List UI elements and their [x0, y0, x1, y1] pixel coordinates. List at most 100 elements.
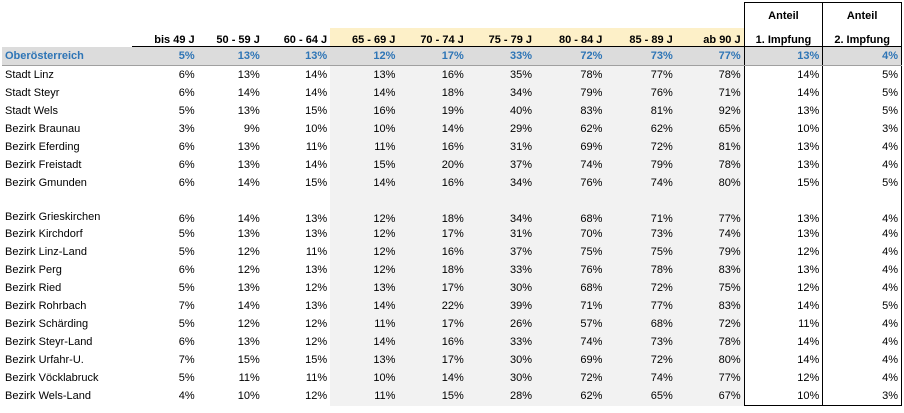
value-cell: 13% [305, 228, 328, 240]
value-cell: 79% [535, 84, 606, 102]
value-cell: 18% [398, 261, 467, 279]
region-name: Stadt Wels [5, 105, 58, 117]
value-cell: 74% [535, 156, 606, 174]
second-dose-value: 3% [822, 387, 902, 406]
value-cell: 5% [178, 246, 195, 258]
value-cell: 72% [605, 351, 676, 369]
value-cell: 33% [466, 261, 536, 279]
value-cell: 68% [535, 279, 606, 297]
value-cell: 5% [178, 282, 195, 294]
value-cell: 37% [466, 156, 536, 174]
value-cell: 81% [605, 102, 676, 120]
value-cell: 17% [398, 46, 467, 66]
second-dose-value: 4% [822, 138, 902, 156]
value-cell: 3% [178, 123, 195, 135]
table-row: Bezirk Steyr-Land 6% 13% 12% 14% 16% 33% 74% 73%… [2, 333, 902, 351]
value-cell: 7% [178, 354, 195, 366]
value-cell: 62% [605, 120, 676, 138]
value-cell: 73% [605, 46, 676, 66]
region-name: Bezirk Freistadt [5, 159, 82, 171]
age-group-header: 80 - 84 J [535, 28, 606, 47]
value-cell: 74% [535, 333, 606, 351]
second-dose-value: 5% [822, 102, 902, 120]
value-cell: 26% [466, 315, 536, 333]
table-row: Bezirk Eferding 6% 13% 11% 11% 16% 31% 69% 72% 81… [2, 138, 902, 156]
value-cell: 74% [605, 369, 676, 387]
table-row: Stadt Linz 6% 13% 14% 13% 16% 35% 78% 77% 78% 14% 5… [2, 65, 902, 84]
age-group-header: 50 - 59 J [197, 28, 263, 47]
value-cell: 79% [605, 156, 676, 174]
value-cell: 6% [178, 336, 195, 348]
second-dose-value: 4% [822, 351, 902, 369]
first-dose-value: 13% [743, 192, 824, 225]
value-cell: 78% [675, 156, 745, 174]
first-dose-value: 13% [743, 261, 824, 279]
anteil-header-first: Anteil [743, 2, 824, 28]
table-row: Bezirk Schärding 5% 12% 12% 11% 17% 26% 57% 68% 7… [2, 315, 902, 333]
value-cell: 13% [237, 282, 260, 294]
first-dose-value: 14% [743, 297, 824, 315]
region-name: Stadt Linz [5, 69, 54, 81]
value-cell: 76% [535, 174, 606, 192]
value-cell: 11% [238, 372, 260, 384]
value-cell: 76% [535, 261, 606, 279]
value-cell: 12% [330, 46, 399, 66]
second-dose-value: 4% [822, 156, 902, 174]
value-cell: 34% [466, 192, 536, 225]
value-cell: 69% [535, 351, 606, 369]
value-cell: 71% [535, 297, 606, 315]
value-cell: 29% [466, 120, 536, 138]
value-cell: 80% [675, 174, 745, 192]
value-cell: 74% [675, 225, 745, 243]
first-dose-value: 11% [743, 315, 824, 333]
value-cell: 76% [605, 84, 676, 102]
table-row: Stadt Steyr 6% 14% 14% 14% 18% 34% 79% 76% 71% 14%… [2, 84, 902, 102]
first-dose-value: 10% [743, 120, 824, 138]
region-name: Bezirk Schärding [5, 318, 89, 330]
anteil-header-second: Anteil [822, 2, 902, 28]
first-dose-value: 13% [743, 156, 824, 174]
region-name: Bezirk Steyr-Land [5, 336, 93, 348]
table-row: Bezirk Gmunden 6% 14% 15% 14% 16% 34% 76% 74% 80%… [2, 174, 902, 192]
table-row: Bezirk Urfahr-U. 7% 15% 15% 13% 17% 30% 69% 72% 8… [2, 351, 902, 369]
value-cell: 10% [237, 390, 260, 403]
value-cell: 77% [605, 297, 676, 315]
value-cell: 15% [305, 105, 328, 117]
first-dose-value: 13% [743, 225, 824, 243]
value-cell: 14% [330, 333, 399, 351]
second-dose-value: 4% [822, 225, 902, 243]
age-group-header: 85 - 89 J [605, 28, 676, 47]
value-cell: 30% [466, 369, 536, 387]
table-row: Bezirk Linz-Land 5% 12% 11% 12% 16% 37% 75% 75% 7… [2, 243, 902, 261]
value-cell: 6% [178, 213, 195, 225]
value-cell: 39% [466, 297, 536, 315]
region-name: Bezirk Gmunden [5, 177, 87, 189]
value-cell: 13% [330, 279, 399, 297]
value-cell: 12% [305, 390, 328, 403]
age-group-header: 70 - 74 J [398, 28, 467, 47]
value-cell: 80% [675, 351, 745, 369]
region-name: Bezirk Linz-Land [5, 246, 87, 258]
corner-cell [2, 3, 132, 29]
region-name: Bezirk Eferding [5, 141, 80, 153]
value-cell: 72% [605, 279, 676, 297]
value-cell: 14% [237, 177, 260, 189]
second-dose-value: 5% [822, 297, 902, 315]
value-cell: 22% [398, 297, 467, 315]
value-cell: 34% [466, 174, 536, 192]
value-cell: 83% [535, 102, 606, 120]
value-cell: 12% [237, 264, 260, 276]
second-dose-value: 4% [822, 369, 902, 387]
value-cell: 14% [330, 174, 399, 192]
header-row-top: Anteil Anteil [2, 2, 902, 29]
table-row: Bezirk Freistadt 6% 13% 14% 15% 20% 37% 74% 79% 7… [2, 156, 902, 174]
table-body: Oberösterreich 5% 13% 13% 12% 17% 33% 72… [2, 46, 902, 406]
age-group-header: ab 90 J [675, 28, 745, 47]
value-cell: 14% [237, 87, 260, 99]
age-group-header: 60 - 64 J [262, 28, 331, 47]
value-cell: 75% [605, 243, 676, 261]
table-row: Bezirk Rohrbach 7% 14% 13% 14% 22% 39% 71% 77% 83… [2, 297, 902, 315]
value-cell: 17% [398, 279, 467, 297]
value-cell: 14% [330, 297, 399, 315]
first-dose-value: 14% [743, 351, 824, 369]
